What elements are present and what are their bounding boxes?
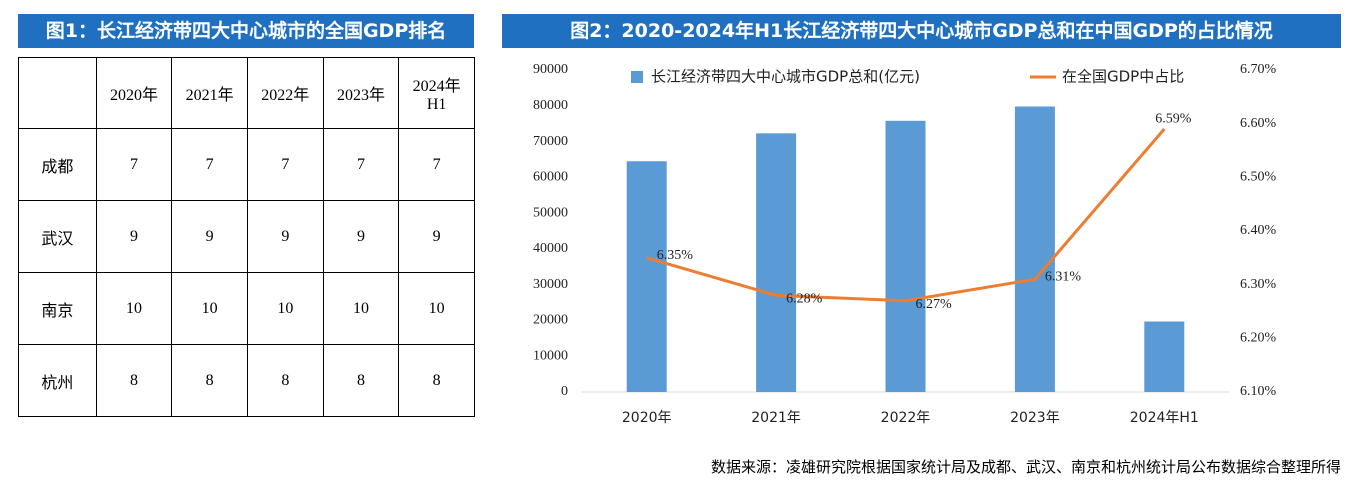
y2-tick-label: 6.50% bbox=[1240, 170, 1277, 185]
table-title: 图1：长江经济带四大中心城市的全国GDP排名 bbox=[18, 14, 474, 48]
legend-label: 长江经济带四大中心城市GDP总和(亿元) bbox=[651, 68, 920, 86]
column-header: 2021年 bbox=[171, 57, 248, 129]
rank-cell: 10 bbox=[171, 272, 248, 345]
bar bbox=[756, 133, 797, 392]
x-tick-label: 2023年 bbox=[1010, 410, 1060, 426]
city-cell: 南京 bbox=[18, 272, 97, 345]
source-note: 数据来源：凌雄研究院根据国家统计局及成都、武汉、南京和杭州统计局公布数据综合整理… bbox=[710, 458, 1341, 476]
data-label: 6.35% bbox=[657, 248, 694, 263]
table-row: 成都 7 7 7 7 7 bbox=[18, 128, 475, 201]
rank-cell: 8 bbox=[246, 344, 324, 417]
x-tick-label: 2020年 bbox=[622, 410, 672, 426]
table-row: 杭州 8 8 8 8 8 bbox=[18, 344, 475, 417]
chart-title: 图2：2020-2024年H1长江经济带四大中心城市GDP总和在中国GDP的占比… bbox=[502, 14, 1341, 48]
legend-label: 在全国GDP中占比 bbox=[1062, 68, 1184, 86]
x-tick-label: 2021年 bbox=[751, 410, 801, 426]
bar bbox=[885, 120, 926, 392]
rank-cell: 7 bbox=[171, 128, 248, 201]
rank-cell: 8 bbox=[398, 344, 475, 417]
data-label: 6.31% bbox=[1045, 270, 1082, 285]
y-tick-label: 80000 bbox=[533, 98, 568, 113]
line bbox=[646, 128, 1166, 303]
y2-tick-label: 6.20% bbox=[1240, 331, 1277, 346]
y-tick-label: 60000 bbox=[533, 170, 568, 185]
rank-cell: 10 bbox=[322, 272, 400, 345]
x-tick-label: 2024年H1 bbox=[1130, 410, 1199, 426]
y-tick-label: 50000 bbox=[533, 205, 568, 220]
rank-cell: 8 bbox=[95, 344, 173, 417]
rank-cell: 9 bbox=[171, 200, 248, 273]
y-tick-label: 30000 bbox=[533, 277, 568, 292]
city-cell: 成都 bbox=[18, 128, 97, 201]
y-tick-label: 10000 bbox=[533, 348, 568, 363]
column-header: 2024年H1 bbox=[398, 57, 475, 129]
rank-cell: 8 bbox=[322, 344, 400, 417]
data-label: 6.28% bbox=[786, 292, 823, 307]
rank-cell: 9 bbox=[246, 200, 324, 273]
rank-cell: 10 bbox=[95, 272, 173, 345]
y2-tick-label: 6.40% bbox=[1240, 223, 1277, 238]
rank-cell: 9 bbox=[95, 200, 173, 273]
y-tick-label: 0 bbox=[561, 384, 568, 399]
y2-tick-label: 6.70% bbox=[1240, 62, 1277, 77]
column-header: 2023年 bbox=[322, 57, 400, 129]
chart: 0 10000 20000 30000 40000 50000 60000 70000 8000… bbox=[533, 62, 1277, 426]
y-tick-label: 70000 bbox=[533, 134, 568, 149]
rank-cell: 10 bbox=[398, 272, 475, 345]
rank-table: 2020年 2021年 2022年 2023年 2024年H1 成都 7 7 7 7 7 武汉 9 9 9 9… bbox=[18, 57, 475, 417]
y-tick-label: 40000 bbox=[533, 241, 568, 256]
x-tick-label: 2022年 bbox=[881, 410, 931, 426]
y-tick-label: 20000 bbox=[533, 313, 568, 328]
bar bbox=[1144, 321, 1185, 392]
y2-tick-label: 6.10% bbox=[1240, 384, 1277, 399]
city-cell: 武汉 bbox=[18, 200, 97, 273]
column-header: 2020年 bbox=[95, 57, 173, 129]
rank-cell: 7 bbox=[322, 128, 400, 201]
y-tick-label: 90000 bbox=[533, 62, 568, 77]
table-row: 南京 10 10 10 10 10 bbox=[18, 272, 475, 345]
data-label: 6.27% bbox=[916, 297, 953, 312]
data-label: 6.59% bbox=[1155, 111, 1192, 126]
rank-cell: 8 bbox=[171, 344, 248, 417]
rank-cell: 7 bbox=[398, 128, 475, 201]
rank-cell: 9 bbox=[398, 200, 475, 273]
city-cell: 杭州 bbox=[18, 344, 97, 417]
bar bbox=[1014, 106, 1055, 392]
header-row: 2020年 2021年 2022年 2023年 2024年H1 bbox=[18, 57, 475, 129]
y2-tick-label: 6.30% bbox=[1240, 277, 1277, 292]
rank-cell: 9 bbox=[322, 200, 400, 273]
table-row: 武汉 9 9 9 9 9 bbox=[18, 200, 475, 273]
bar bbox=[626, 161, 667, 392]
y2-tick-label: 6.60% bbox=[1240, 116, 1277, 131]
legend-swatch bbox=[631, 71, 643, 83]
